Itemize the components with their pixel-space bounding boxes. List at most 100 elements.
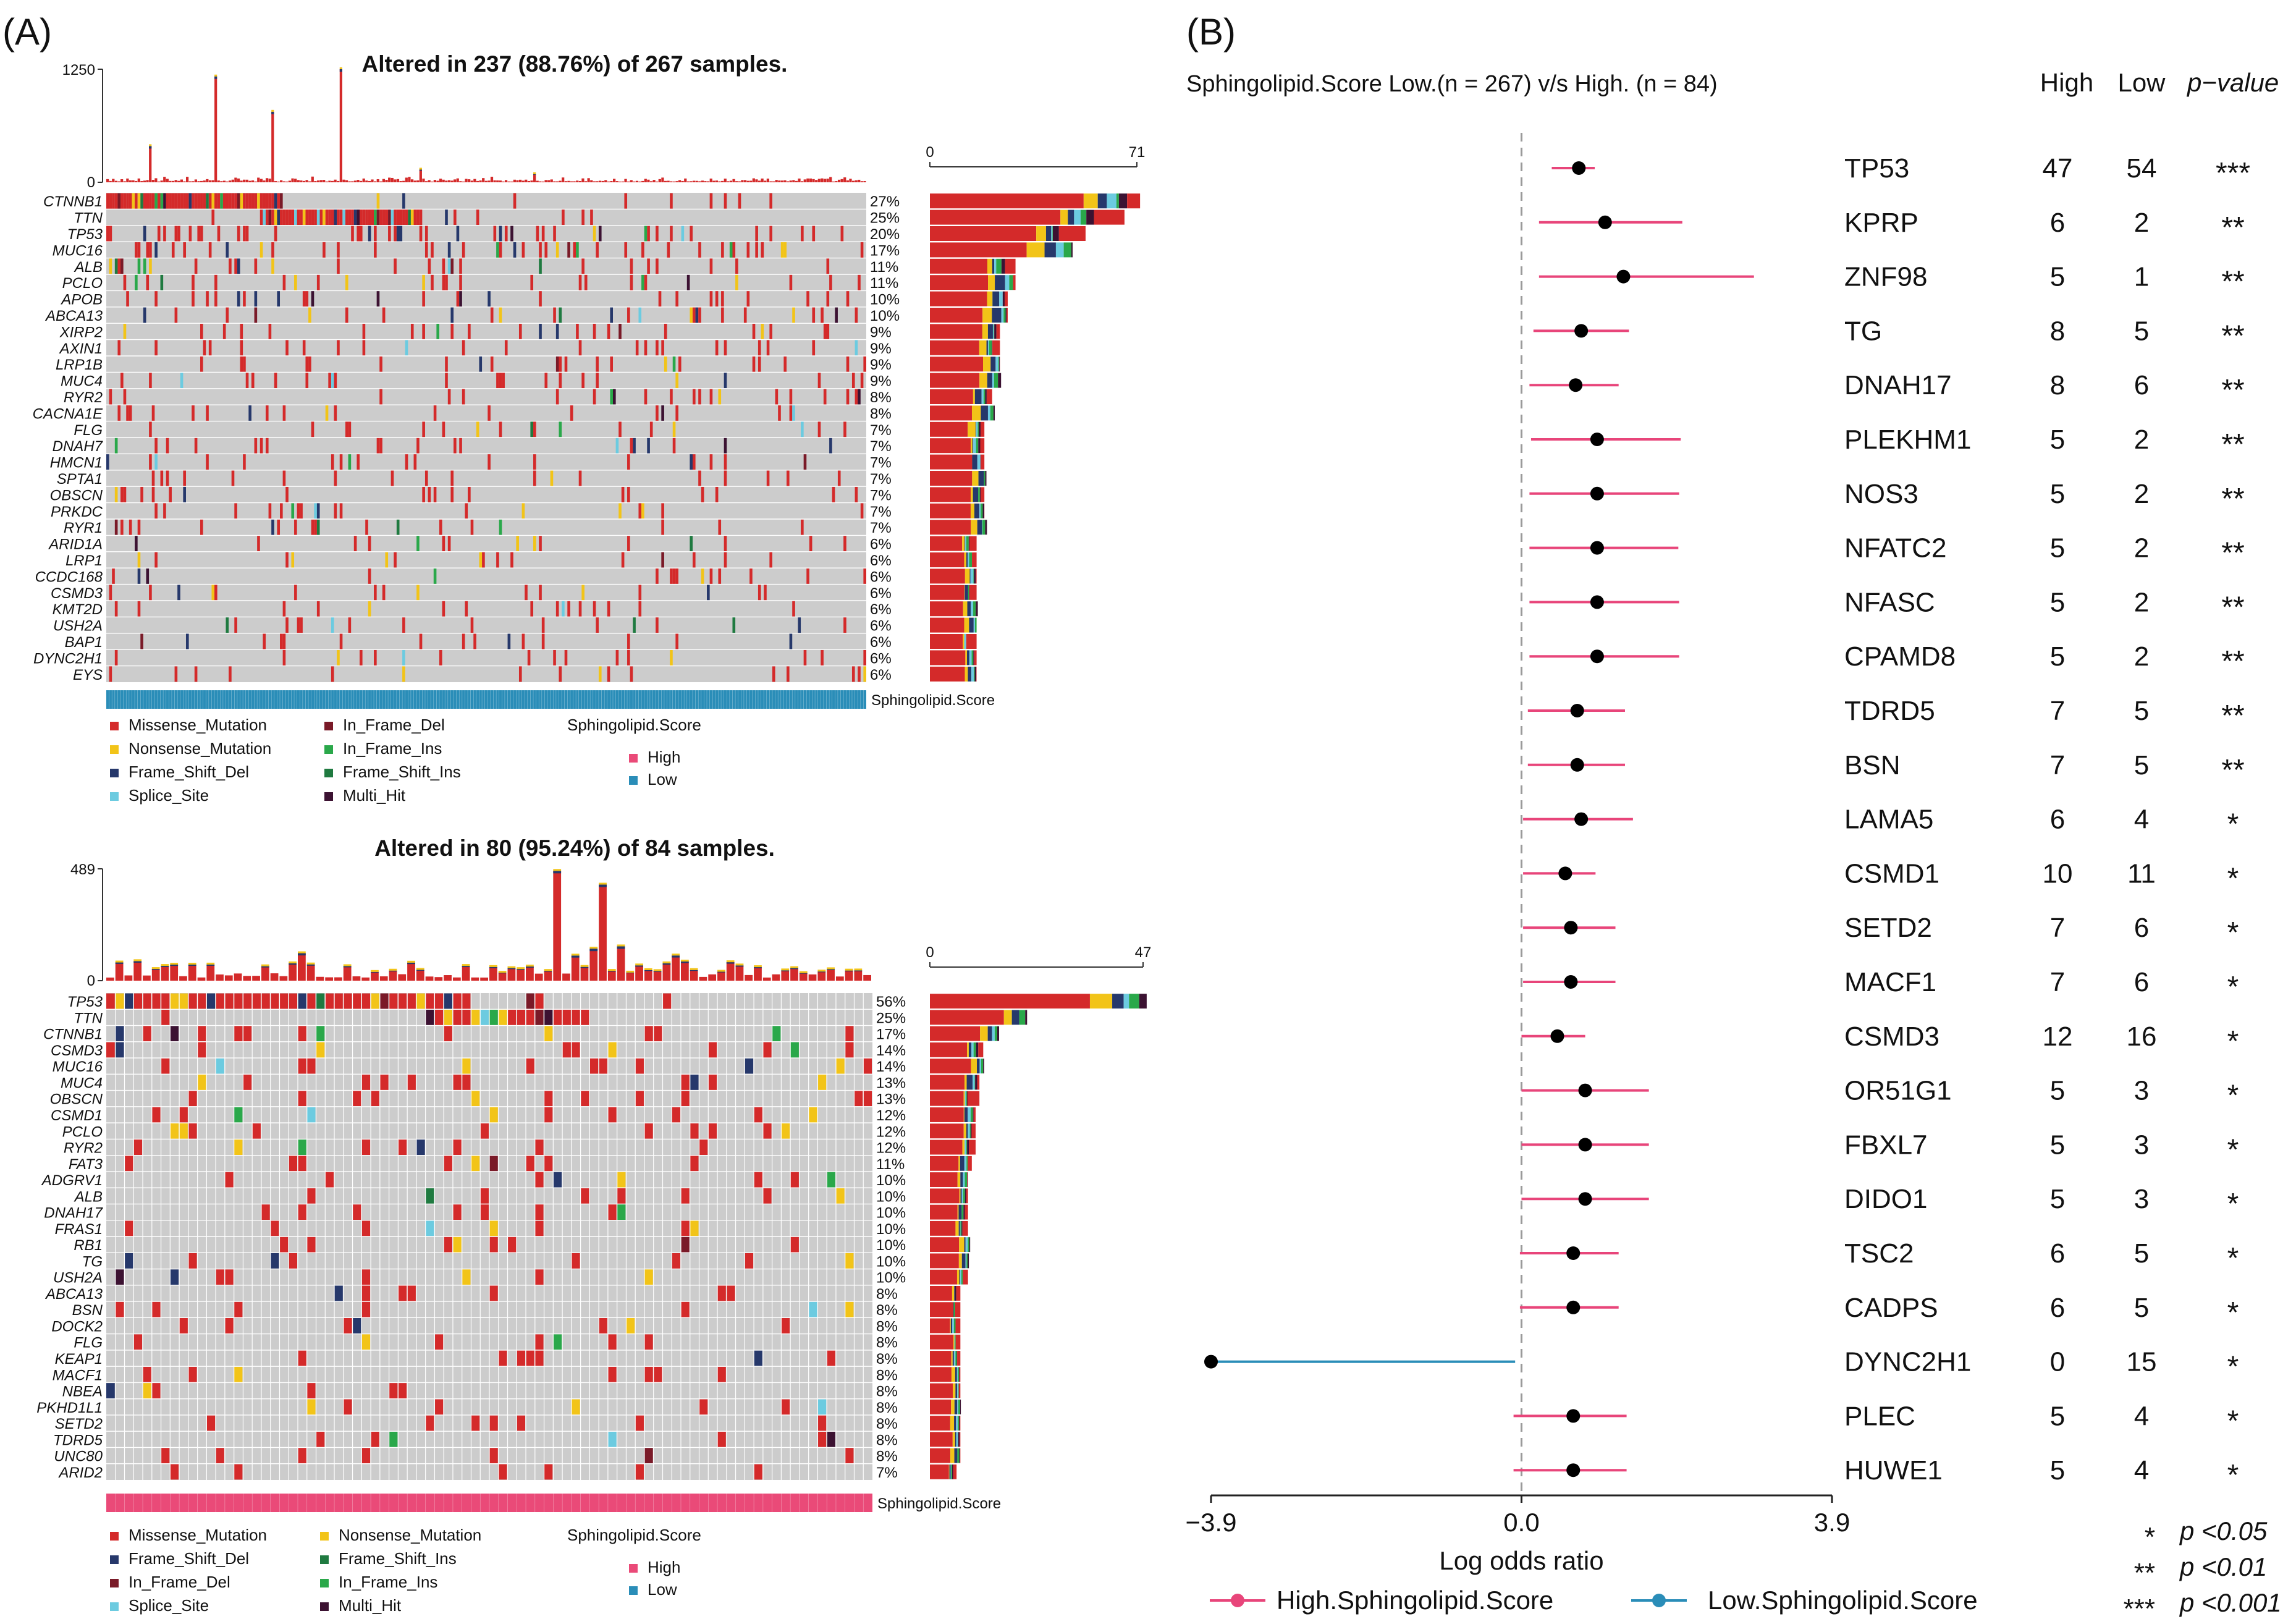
mutation-cell — [781, 1123, 790, 1139]
mutation-cell — [263, 209, 266, 226]
gene-bar-segment — [957, 1204, 959, 1220]
mutation-cell — [117, 405, 121, 421]
mutation-cell — [379, 1074, 389, 1090]
mutation-cell — [170, 993, 179, 1009]
forest-high-count: 5 — [2050, 1184, 2065, 1214]
tmb-bar — [146, 180, 149, 182]
forest-gene-label: NFATC2 — [1844, 533, 1946, 564]
percent-label: 10% — [876, 1253, 906, 1270]
forest-high-count: 6 — [2050, 1238, 2065, 1269]
mutation-cell — [564, 356, 568, 372]
mutation-cell — [837, 470, 841, 486]
percent-label: 27% — [870, 193, 900, 210]
tmb-bar — [106, 977, 114, 981]
mutation-cell — [334, 209, 337, 226]
mutation-cell — [541, 226, 545, 242]
mutation-cell — [724, 340, 727, 356]
mutation-cell — [405, 209, 408, 226]
tmb-bar — [208, 180, 212, 182]
tmb-bar-segment — [151, 969, 160, 970]
mutation-cell — [698, 307, 701, 323]
gene-bar-segment — [958, 1399, 960, 1414]
tmb-bar — [248, 180, 251, 182]
legend-score-swatch — [629, 1586, 638, 1595]
mutation-cell — [311, 291, 314, 307]
mutation-cell — [151, 1301, 161, 1317]
gene-bar-segment — [982, 308, 992, 323]
gene-label: RYR1 — [64, 520, 103, 536]
mutation-cell — [812, 340, 816, 356]
mutation-cell — [610, 307, 613, 323]
forest-low-count: 11 — [2127, 858, 2156, 889]
gene-label: FLG — [74, 1335, 103, 1351]
gene-bar-segment — [990, 357, 996, 372]
mutation-cell — [553, 1009, 562, 1025]
tmb-bar — [289, 963, 297, 981]
tmb-bar — [803, 179, 806, 182]
gene-bar-segment — [967, 1172, 968, 1187]
sig-key-stars: *** — [2124, 1594, 2155, 1619]
mutation-cell — [169, 486, 172, 502]
tmb-bar — [288, 180, 292, 182]
mutation-cell — [300, 209, 303, 226]
gene-bar-segment — [930, 1156, 959, 1171]
mutation-cell — [374, 242, 377, 258]
forest-high-count: 5 — [2050, 1076, 2065, 1106]
tmb-bar — [188, 965, 196, 981]
mutation-cell — [220, 193, 223, 209]
tmb-bar — [667, 180, 670, 182]
mutation-cell — [517, 1009, 526, 1025]
mutation-cell — [690, 1220, 699, 1236]
mutation-cell — [675, 373, 678, 389]
legend-label: Splice_Site — [129, 1596, 209, 1615]
forest-high-count: 5 — [2050, 1401, 2065, 1431]
mutation-cell — [570, 405, 573, 421]
mutation-cell — [534, 1334, 544, 1350]
mutation-cell — [855, 340, 858, 356]
forest-low-count: 5 — [2134, 316, 2149, 346]
gene-bar-segment — [976, 601, 978, 617]
mutation-cell — [783, 242, 787, 258]
mutation-cell — [743, 307, 747, 323]
mutation-cell — [721, 242, 724, 258]
tmb-bar — [829, 177, 832, 182]
mutation-cell — [294, 274, 297, 290]
gene-bar-segment — [994, 373, 998, 388]
mutation-cell — [132, 193, 135, 209]
mutation-cell — [222, 323, 226, 339]
gene-bar-segment — [971, 1042, 974, 1057]
mutation-cell — [471, 1009, 480, 1025]
gene-bar-segment — [982, 357, 991, 372]
tmb-bar — [490, 176, 494, 182]
mutation-cell — [525, 585, 528, 601]
mutation-cell — [692, 552, 696, 568]
tmb-bar-segment — [407, 960, 415, 963]
mutation-cell — [434, 993, 444, 1009]
mutation-cell — [300, 503, 303, 519]
forest-low-count: 3 — [2134, 1130, 2149, 1160]
mutation-cell — [270, 1220, 279, 1236]
mutation-cell — [489, 1285, 498, 1301]
percent-label: 10% — [876, 1270, 906, 1287]
tmb-bar — [854, 970, 863, 981]
gene-bar-segment — [930, 209, 1061, 225]
tmb-bar — [388, 177, 391, 182]
legend-label: In_Frame_Ins — [339, 1573, 437, 1591]
gene-bar-segment — [977, 421, 979, 437]
gene-bar-segment — [1005, 308, 1007, 323]
mutation-cell — [206, 993, 216, 1009]
mutation-cell — [581, 258, 585, 274]
tmb-bar — [729, 180, 733, 182]
mutation-cell — [115, 1301, 124, 1317]
forest-significance: * — [2227, 1351, 2239, 1384]
mutation-cell — [337, 209, 340, 226]
forest-point — [1570, 704, 1584, 717]
mutation-cell — [829, 438, 832, 454]
tmb-bar — [265, 178, 269, 182]
gene-bar-max-label: 71 — [1129, 144, 1146, 161]
mutation-cell — [208, 193, 212, 209]
mutation-cell — [769, 226, 772, 242]
mutation-cell — [169, 193, 172, 209]
gene-label: UNC80 — [54, 1448, 103, 1465]
forest-significance: * — [2227, 1405, 2239, 1437]
